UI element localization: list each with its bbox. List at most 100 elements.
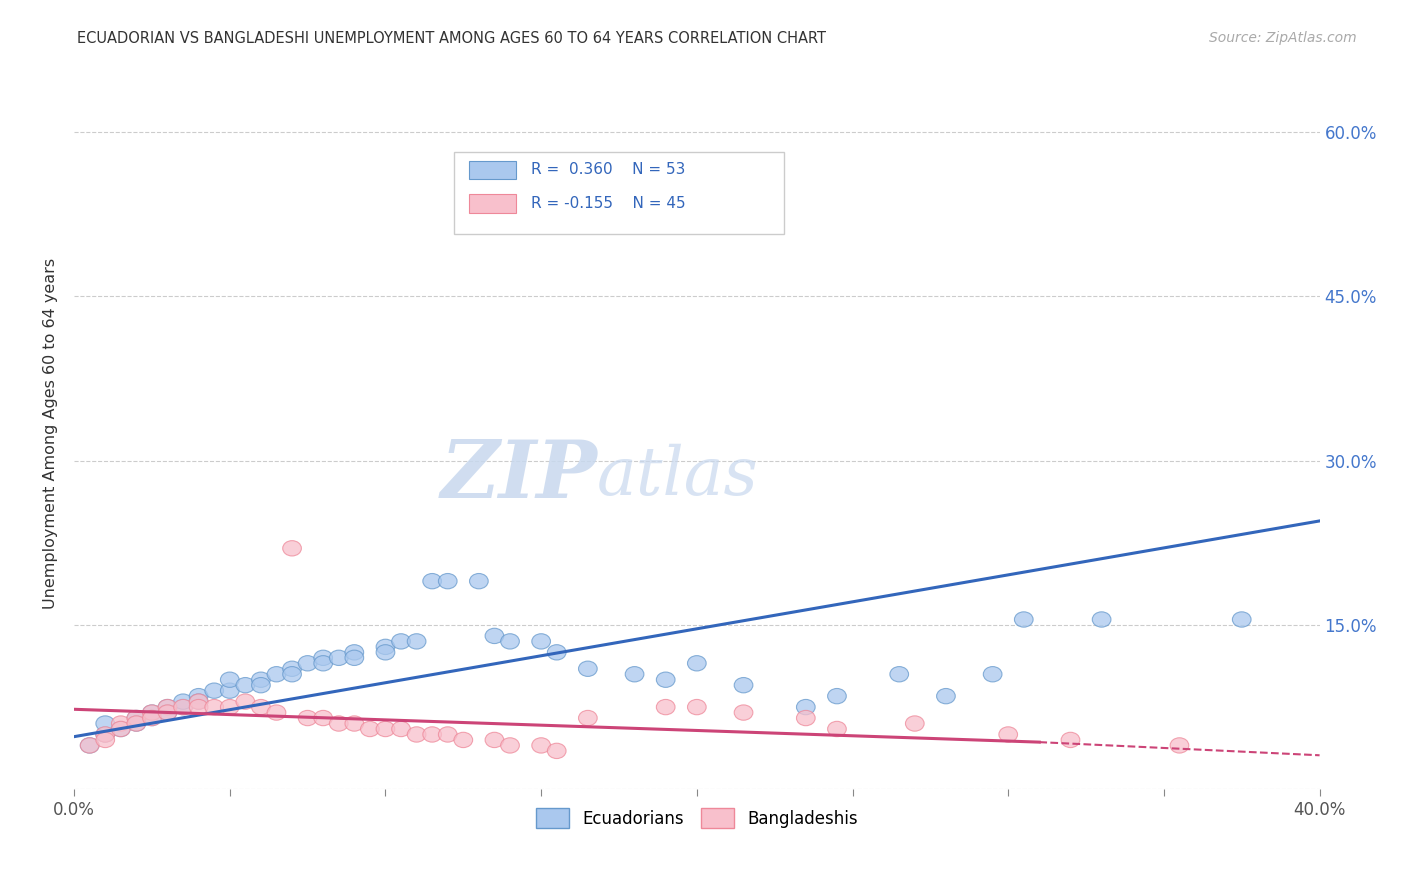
Ellipse shape [501,738,519,753]
Ellipse shape [734,705,752,720]
Ellipse shape [423,574,441,589]
FancyBboxPatch shape [470,161,516,179]
Ellipse shape [190,694,208,709]
Ellipse shape [127,716,146,731]
Ellipse shape [157,705,177,720]
Ellipse shape [252,678,270,693]
Ellipse shape [142,710,162,726]
Ellipse shape [236,678,254,693]
Ellipse shape [111,722,131,737]
Ellipse shape [252,672,270,688]
Ellipse shape [314,650,333,665]
Ellipse shape [127,710,146,726]
Ellipse shape [377,722,395,737]
Ellipse shape [96,716,114,731]
Ellipse shape [439,574,457,589]
Ellipse shape [485,628,503,644]
Ellipse shape [298,656,316,671]
Ellipse shape [439,727,457,742]
Ellipse shape [190,689,208,704]
Ellipse shape [531,633,551,649]
Ellipse shape [360,722,380,737]
Ellipse shape [657,699,675,714]
Text: ECUADORIAN VS BANGLADESHI UNEMPLOYMENT AMONG AGES 60 TO 64 YEARS CORRELATION CHA: ECUADORIAN VS BANGLADESHI UNEMPLOYMENT A… [77,31,827,46]
Ellipse shape [329,650,349,665]
Ellipse shape [221,699,239,714]
Ellipse shape [221,672,239,688]
Ellipse shape [1233,612,1251,627]
Ellipse shape [547,645,567,660]
Ellipse shape [905,716,924,731]
Ellipse shape [283,541,301,556]
Ellipse shape [252,699,270,714]
Ellipse shape [283,666,301,681]
Ellipse shape [96,727,114,742]
FancyBboxPatch shape [470,194,516,212]
Ellipse shape [501,633,519,649]
Ellipse shape [298,710,316,726]
Ellipse shape [408,633,426,649]
Ellipse shape [1170,738,1189,753]
Ellipse shape [688,699,706,714]
Ellipse shape [470,574,488,589]
Ellipse shape [96,727,114,742]
Ellipse shape [157,699,177,714]
Ellipse shape [344,650,364,665]
Ellipse shape [111,722,131,737]
Ellipse shape [936,689,955,704]
Ellipse shape [578,661,598,676]
Ellipse shape [392,722,411,737]
Ellipse shape [127,716,146,731]
Ellipse shape [983,666,1002,681]
Ellipse shape [267,705,285,720]
Ellipse shape [267,666,285,681]
Ellipse shape [80,738,98,753]
Ellipse shape [127,710,146,726]
Ellipse shape [190,699,208,714]
Ellipse shape [314,656,333,671]
Ellipse shape [142,710,162,726]
Ellipse shape [142,705,162,720]
Ellipse shape [157,705,177,720]
Ellipse shape [174,699,193,714]
Text: R = -0.155    N = 45: R = -0.155 N = 45 [531,196,686,211]
Ellipse shape [828,722,846,737]
Ellipse shape [1062,732,1080,747]
Y-axis label: Unemployment Among Ages 60 to 64 years: Unemployment Among Ages 60 to 64 years [44,258,58,609]
Ellipse shape [377,640,395,655]
Ellipse shape [111,716,131,731]
Ellipse shape [657,672,675,688]
Ellipse shape [796,710,815,726]
FancyBboxPatch shape [454,153,785,234]
Ellipse shape [174,694,193,709]
Ellipse shape [174,699,193,714]
Ellipse shape [205,699,224,714]
Ellipse shape [578,710,598,726]
Ellipse shape [485,732,503,747]
Ellipse shape [1015,612,1033,627]
Ellipse shape [314,710,333,726]
Ellipse shape [344,716,364,731]
Ellipse shape [190,694,208,709]
Ellipse shape [392,633,411,649]
Ellipse shape [96,732,114,747]
Ellipse shape [828,689,846,704]
Ellipse shape [423,727,441,742]
Ellipse shape [890,666,908,681]
Ellipse shape [547,743,567,758]
Ellipse shape [344,645,364,660]
Ellipse shape [734,678,752,693]
Legend: Ecuadorians, Bangladeshis: Ecuadorians, Bangladeshis [529,802,865,834]
Ellipse shape [205,683,224,698]
Ellipse shape [236,694,254,709]
Ellipse shape [80,738,98,753]
Ellipse shape [1092,612,1111,627]
Ellipse shape [329,716,349,731]
Ellipse shape [531,738,551,753]
Ellipse shape [377,645,395,660]
Ellipse shape [408,727,426,742]
Ellipse shape [454,732,472,747]
Ellipse shape [142,705,162,720]
Ellipse shape [688,656,706,671]
Text: atlas: atlas [598,443,759,508]
